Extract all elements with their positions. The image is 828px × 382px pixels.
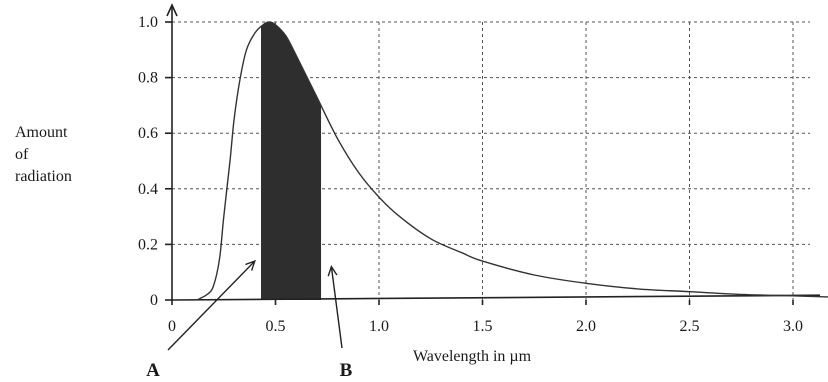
x-tick-label: 1.0 <box>369 318 389 335</box>
y-axis-label-line: of <box>15 146 29 163</box>
y-tick-label: 0.6 <box>138 125 158 142</box>
tick-labels: 0 0.2 0.4 0.6 0.8 1.0 0 0.5 1.0 1.5 2.0 2.5 3.0 <box>138 14 803 335</box>
shaded-band <box>261 22 322 300</box>
y-tick-label: 0.8 <box>138 70 158 87</box>
x-tick-label: 2.5 <box>680 318 700 335</box>
x-tick-label: 1.5 <box>473 318 493 335</box>
axis-labels: Amount of radiation Wavelength in µm <box>15 124 532 365</box>
pointer-arrowhead-b <box>327 265 338 277</box>
x-tick-label: 2.0 <box>576 318 596 335</box>
axes <box>165 3 821 305</box>
annotation-label-b: B <box>340 360 353 381</box>
pointer-arrow-b <box>330 266 343 349</box>
x-tick-label: 0 <box>168 318 176 335</box>
y-tick-label: 0.4 <box>138 181 158 198</box>
y-tick-label: 1.0 <box>138 14 158 31</box>
y-tick-label: 0.2 <box>138 236 158 253</box>
pointer-arrowhead-a <box>245 259 256 271</box>
y-axis-label-line: Amount <box>15 124 68 141</box>
y-tick-label: 0 <box>150 292 158 309</box>
y-axis-label: Amount of radiation <box>15 124 72 185</box>
x-axis-line <box>171 294 821 301</box>
y-axis-arrowhead <box>166 3 178 17</box>
x-axis-label: Wavelength in µm <box>413 348 532 365</box>
pointer-arrow-a <box>167 260 256 351</box>
shaded-band-layer <box>261 22 322 300</box>
annotation-label-a: A <box>146 360 160 381</box>
radiation-curve <box>196 21 828 301</box>
series-layer <box>196 21 828 301</box>
x-tick-label: 3.0 <box>783 318 803 335</box>
x-tick-label: 0.5 <box>266 318 286 335</box>
y-axis-label-line: radiation <box>15 168 72 185</box>
